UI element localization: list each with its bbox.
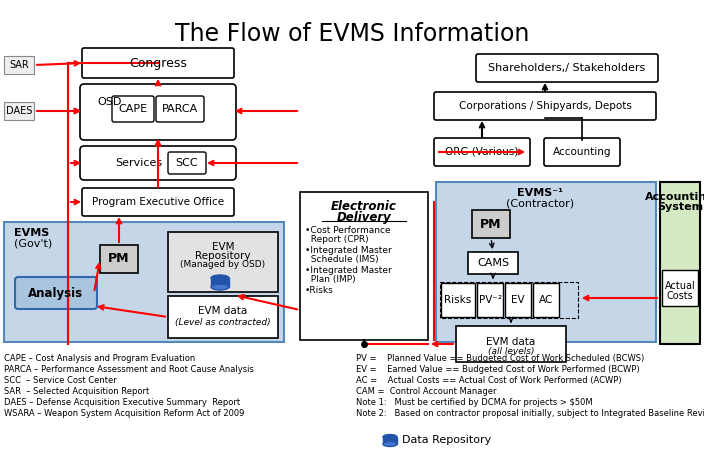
Text: AC =    Actual Costs == Actual Cost of Work Performed (ACWP): AC = Actual Costs == Actual Cost of Work… [356, 376, 622, 385]
Bar [4, 222, 284, 342]
Bar [300, 192, 428, 340]
Text: •Risks: •Risks [305, 286, 334, 295]
Text: DAES – Defense Acquisition Executive Summary  Report: DAES – Defense Acquisition Executive Sum… [4, 398, 240, 407]
Bar [662, 270, 698, 306]
Text: Note 2:   Based on contractor proposal initially, subject to Integrated Baseline: Note 2: Based on contractor proposal ini… [356, 409, 704, 418]
Text: Plan (IMP): Plan (IMP) [305, 275, 356, 284]
Text: EVMS: EVMS [14, 228, 49, 238]
Bar [468, 252, 518, 274]
Text: (Managed by OSD): (Managed by OSD) [180, 260, 265, 269]
Text: Services: Services [115, 158, 162, 168]
Bar [168, 232, 278, 292]
Bar [533, 283, 559, 317]
Text: Congress: Congress [129, 57, 187, 70]
FancyBboxPatch shape [476, 54, 658, 82]
Bar [168, 296, 278, 338]
FancyBboxPatch shape [434, 138, 530, 166]
Bar [4, 102, 34, 120]
Text: Actual: Actual [665, 281, 696, 291]
Text: •Cost Performance: •Cost Performance [305, 226, 391, 235]
FancyBboxPatch shape [80, 146, 236, 180]
Text: Accounting: Accounting [553, 147, 611, 157]
FancyBboxPatch shape [156, 96, 204, 122]
Text: Corporations / Shipyards, Depots: Corporations / Shipyards, Depots [458, 101, 631, 111]
Text: (all levels): (all levels) [488, 347, 534, 356]
FancyBboxPatch shape [544, 138, 620, 166]
Text: •Integrated Master: •Integrated Master [305, 266, 391, 275]
Text: OSD: OSD [97, 97, 121, 107]
Text: Costs: Costs [667, 291, 693, 301]
Text: ORG (Various): ORG (Various) [446, 147, 519, 157]
Text: PM: PM [480, 218, 502, 230]
Text: PM: PM [108, 252, 130, 266]
Text: (Contractor): (Contractor) [506, 198, 574, 208]
FancyBboxPatch shape [434, 92, 656, 120]
Text: Shareholders,/ Stakeholders: Shareholders,/ Stakeholders [489, 63, 646, 73]
Text: Repository: Repository [195, 251, 251, 261]
Text: Schedule (IMS): Schedule (IMS) [305, 255, 379, 264]
Text: EV: EV [511, 295, 524, 305]
Text: PARCA – Performance Assessment and Root Cause Analysis: PARCA – Performance Assessment and Root … [4, 365, 254, 374]
Text: SAR  – Selected Acquisition Report: SAR – Selected Acquisition Report [4, 387, 149, 396]
Ellipse shape [383, 435, 397, 439]
Text: Delivery: Delivery [337, 211, 391, 224]
Text: Data Repository: Data Repository [402, 435, 491, 445]
Ellipse shape [211, 284, 229, 290]
Bar [211, 278, 229, 287]
Text: SAR: SAR [9, 60, 29, 70]
Text: AC: AC [539, 295, 553, 305]
Bar [505, 283, 531, 317]
FancyBboxPatch shape [112, 96, 154, 122]
Text: Report (CPR): Report (CPR) [305, 235, 369, 244]
Text: Accounting: Accounting [645, 192, 704, 202]
Bar [441, 283, 475, 317]
Text: SCC  – Service Cost Center: SCC – Service Cost Center [4, 376, 117, 385]
Text: Electronic: Electronic [331, 200, 397, 213]
Text: EVMS⁻¹: EVMS⁻¹ [517, 188, 563, 198]
FancyBboxPatch shape [168, 152, 206, 174]
FancyBboxPatch shape [80, 84, 236, 140]
Bar [456, 326, 566, 362]
Ellipse shape [383, 441, 397, 447]
Bar [100, 245, 138, 273]
Bar [477, 283, 503, 317]
Bar [660, 182, 700, 344]
Bar [436, 182, 656, 342]
Text: Note 1:   Must be certified by DCMA for projects > $50M: Note 1: Must be certified by DCMA for pr… [356, 398, 593, 407]
Text: Analysis: Analysis [28, 286, 84, 300]
Text: CAMS: CAMS [477, 258, 509, 268]
Text: EVM data: EVM data [486, 337, 536, 347]
Text: EV =    Earned Value == Budgeted Cost of Work Performed (BCWP): EV = Earned Value == Budgeted Cost of Wo… [356, 365, 640, 374]
Text: EVM: EVM [212, 242, 234, 252]
Text: PARCA: PARCA [162, 104, 198, 114]
Bar [472, 210, 510, 238]
FancyBboxPatch shape [82, 188, 234, 216]
Bar [383, 437, 397, 444]
Ellipse shape [211, 275, 229, 281]
Text: PV⁻²: PV⁻² [479, 295, 501, 305]
Text: •Integrated Master: •Integrated Master [305, 246, 391, 255]
Text: Risks: Risks [444, 295, 472, 305]
Text: PV =    Planned Value == Budgeted Cost of Work Scheduled (BCWS): PV = Planned Value == Budgeted Cost of W… [356, 354, 644, 363]
Text: CAM =  Control Account Manager: CAM = Control Account Manager [356, 387, 496, 396]
Text: (Level as contracted): (Level as contracted) [175, 318, 271, 327]
Text: SCC: SCC [176, 158, 199, 168]
Bar [440, 282, 578, 318]
Text: The Flow of EVMS Information: The Flow of EVMS Information [175, 22, 529, 46]
Text: DAES: DAES [6, 106, 32, 116]
FancyBboxPatch shape [82, 48, 234, 78]
Text: Program Executive Office: Program Executive Office [92, 197, 224, 207]
FancyBboxPatch shape [15, 277, 97, 309]
Bar [4, 56, 34, 74]
Text: (Gov't): (Gov't) [14, 238, 52, 248]
Text: CAPE – Cost Analysis and Program Evaluation: CAPE – Cost Analysis and Program Evaluat… [4, 354, 195, 363]
Text: WSARA – Weapon System Acquisition Reform Act of 2009: WSARA – Weapon System Acquisition Reform… [4, 409, 244, 418]
Text: System: System [657, 202, 703, 212]
Text: CAPE: CAPE [118, 104, 148, 114]
Text: EVM data: EVM data [199, 306, 248, 316]
